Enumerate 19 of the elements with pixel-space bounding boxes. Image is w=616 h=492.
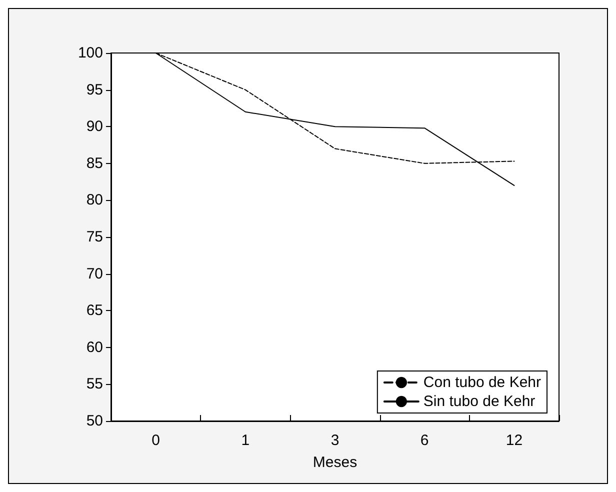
y-tick-label: 85: [86, 154, 103, 172]
y-tick-label: 70: [86, 265, 103, 282]
legend-label: Con tubo de Kehr: [423, 374, 542, 391]
x-axis-title: Meses: [312, 454, 358, 471]
y-tick-label: 75: [86, 228, 103, 246]
y-tick-label: 55: [86, 376, 103, 393]
y-tick-label: 90: [86, 118, 103, 136]
legend-label: Sin tubo de Kehr: [423, 393, 536, 410]
y-tick-label: 65: [86, 302, 103, 320]
y-tick-label: 50: [86, 412, 103, 430]
x-tick-label: 1: [241, 432, 250, 449]
y-tick-label: 100: [78, 44, 103, 62]
x-tick-label: 12: [506, 432, 523, 449]
y-tick-label: 60: [86, 338, 103, 356]
x-tick-label: 6: [420, 432, 429, 449]
x-tick-label: 3: [330, 432, 340, 449]
y-tick-label: 95: [86, 81, 103, 98]
y-tick-label: 80: [86, 192, 103, 209]
x-tick-label: 0: [152, 432, 160, 449]
